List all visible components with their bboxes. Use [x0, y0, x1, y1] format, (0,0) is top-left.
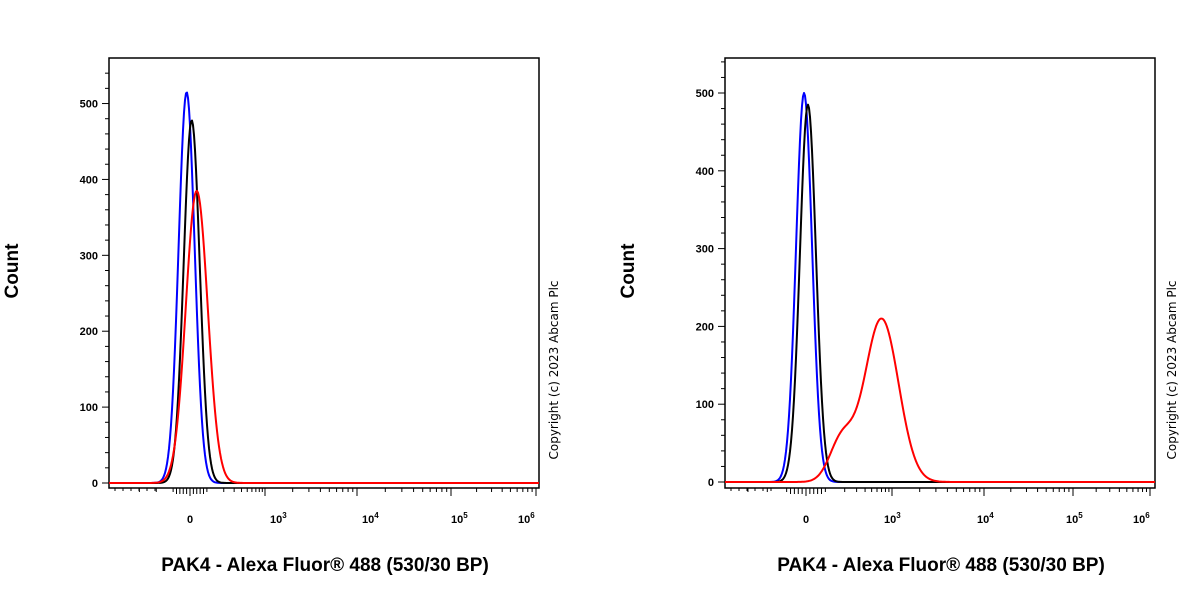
copyright-watermark-left: Copyright (c) 2023 Abcam Plc [547, 280, 561, 459]
series-group-right [725, 92, 1155, 483]
x-axis-right [730, 488, 1151, 496]
panel-right: 0 100 200 300 400 500 Count PAK4 - Alexa Fluo… [618, 57, 1179, 576]
x-tick-label-left-0: 0 [187, 514, 193, 526]
y-tick-label: 400 [80, 174, 98, 186]
y-tick-label: 200 [696, 321, 714, 333]
x-axis-title-left: PAK4 - Alexa Fluor® 488 (530/30 BP) [161, 555, 489, 576]
y-tick-label: 0 [708, 477, 714, 489]
histogram-series-2 [725, 317, 1155, 483]
y-tick-label: 200 [80, 326, 98, 338]
y-axis-title-left: Count [2, 243, 23, 299]
y-axis-title-right: Count [618, 243, 639, 299]
histogram-series-1 [725, 103, 1155, 483]
y-axis-left: 0 100 200 300 400 500 [80, 72, 109, 490]
x-axis-left [114, 488, 537, 496]
x-tick-label-right-2: 104 [977, 511, 994, 526]
x-tick-label-left-3: 105 [451, 511, 468, 526]
y-tick-label: 500 [80, 99, 98, 111]
x-tick-label-right-0: 0 [803, 514, 809, 526]
histogram-series-0 [109, 91, 539, 484]
y-tick-label: 100 [696, 399, 714, 411]
y-tick-label: 0 [92, 478, 98, 490]
plot-frame-right [724, 57, 1156, 489]
y-tick-label: 500 [696, 88, 714, 100]
x-axis-title-right: PAK4 - Alexa Fluor® 488 (530/30 BP) [777, 555, 1105, 576]
histogram-series-0 [725, 92, 1155, 483]
x-tick-label-right-4: 106 [1133, 511, 1150, 526]
y-tick-label: 400 [696, 166, 714, 178]
x-tick-label-left-2: 104 [362, 511, 379, 526]
y-axis-right: 0 100 200 300 400 500 [696, 61, 725, 489]
series-group-left [109, 91, 539, 484]
y-tick-label: 300 [80, 250, 98, 262]
histogram-series-2 [109, 189, 539, 484]
histogram-series-1 [109, 119, 539, 484]
panel-left: 0 100 200 300 400 500 Count PAK4 - Alexa Fluo… [2, 57, 561, 576]
y-tick-label: 100 [80, 402, 98, 414]
copyright-watermark-right: Copyright (c) 2023 Abcam Plc [1165, 280, 1179, 459]
x-tick-label-left-4: 106 [518, 511, 535, 526]
x-tick-label-right-3: 105 [1066, 511, 1083, 526]
plot-frame-left [108, 57, 540, 489]
x-tick-label-right-1: 103 [884, 511, 901, 526]
x-tick-label-left-1: 103 [270, 511, 287, 526]
y-tick-label: 300 [696, 244, 714, 256]
